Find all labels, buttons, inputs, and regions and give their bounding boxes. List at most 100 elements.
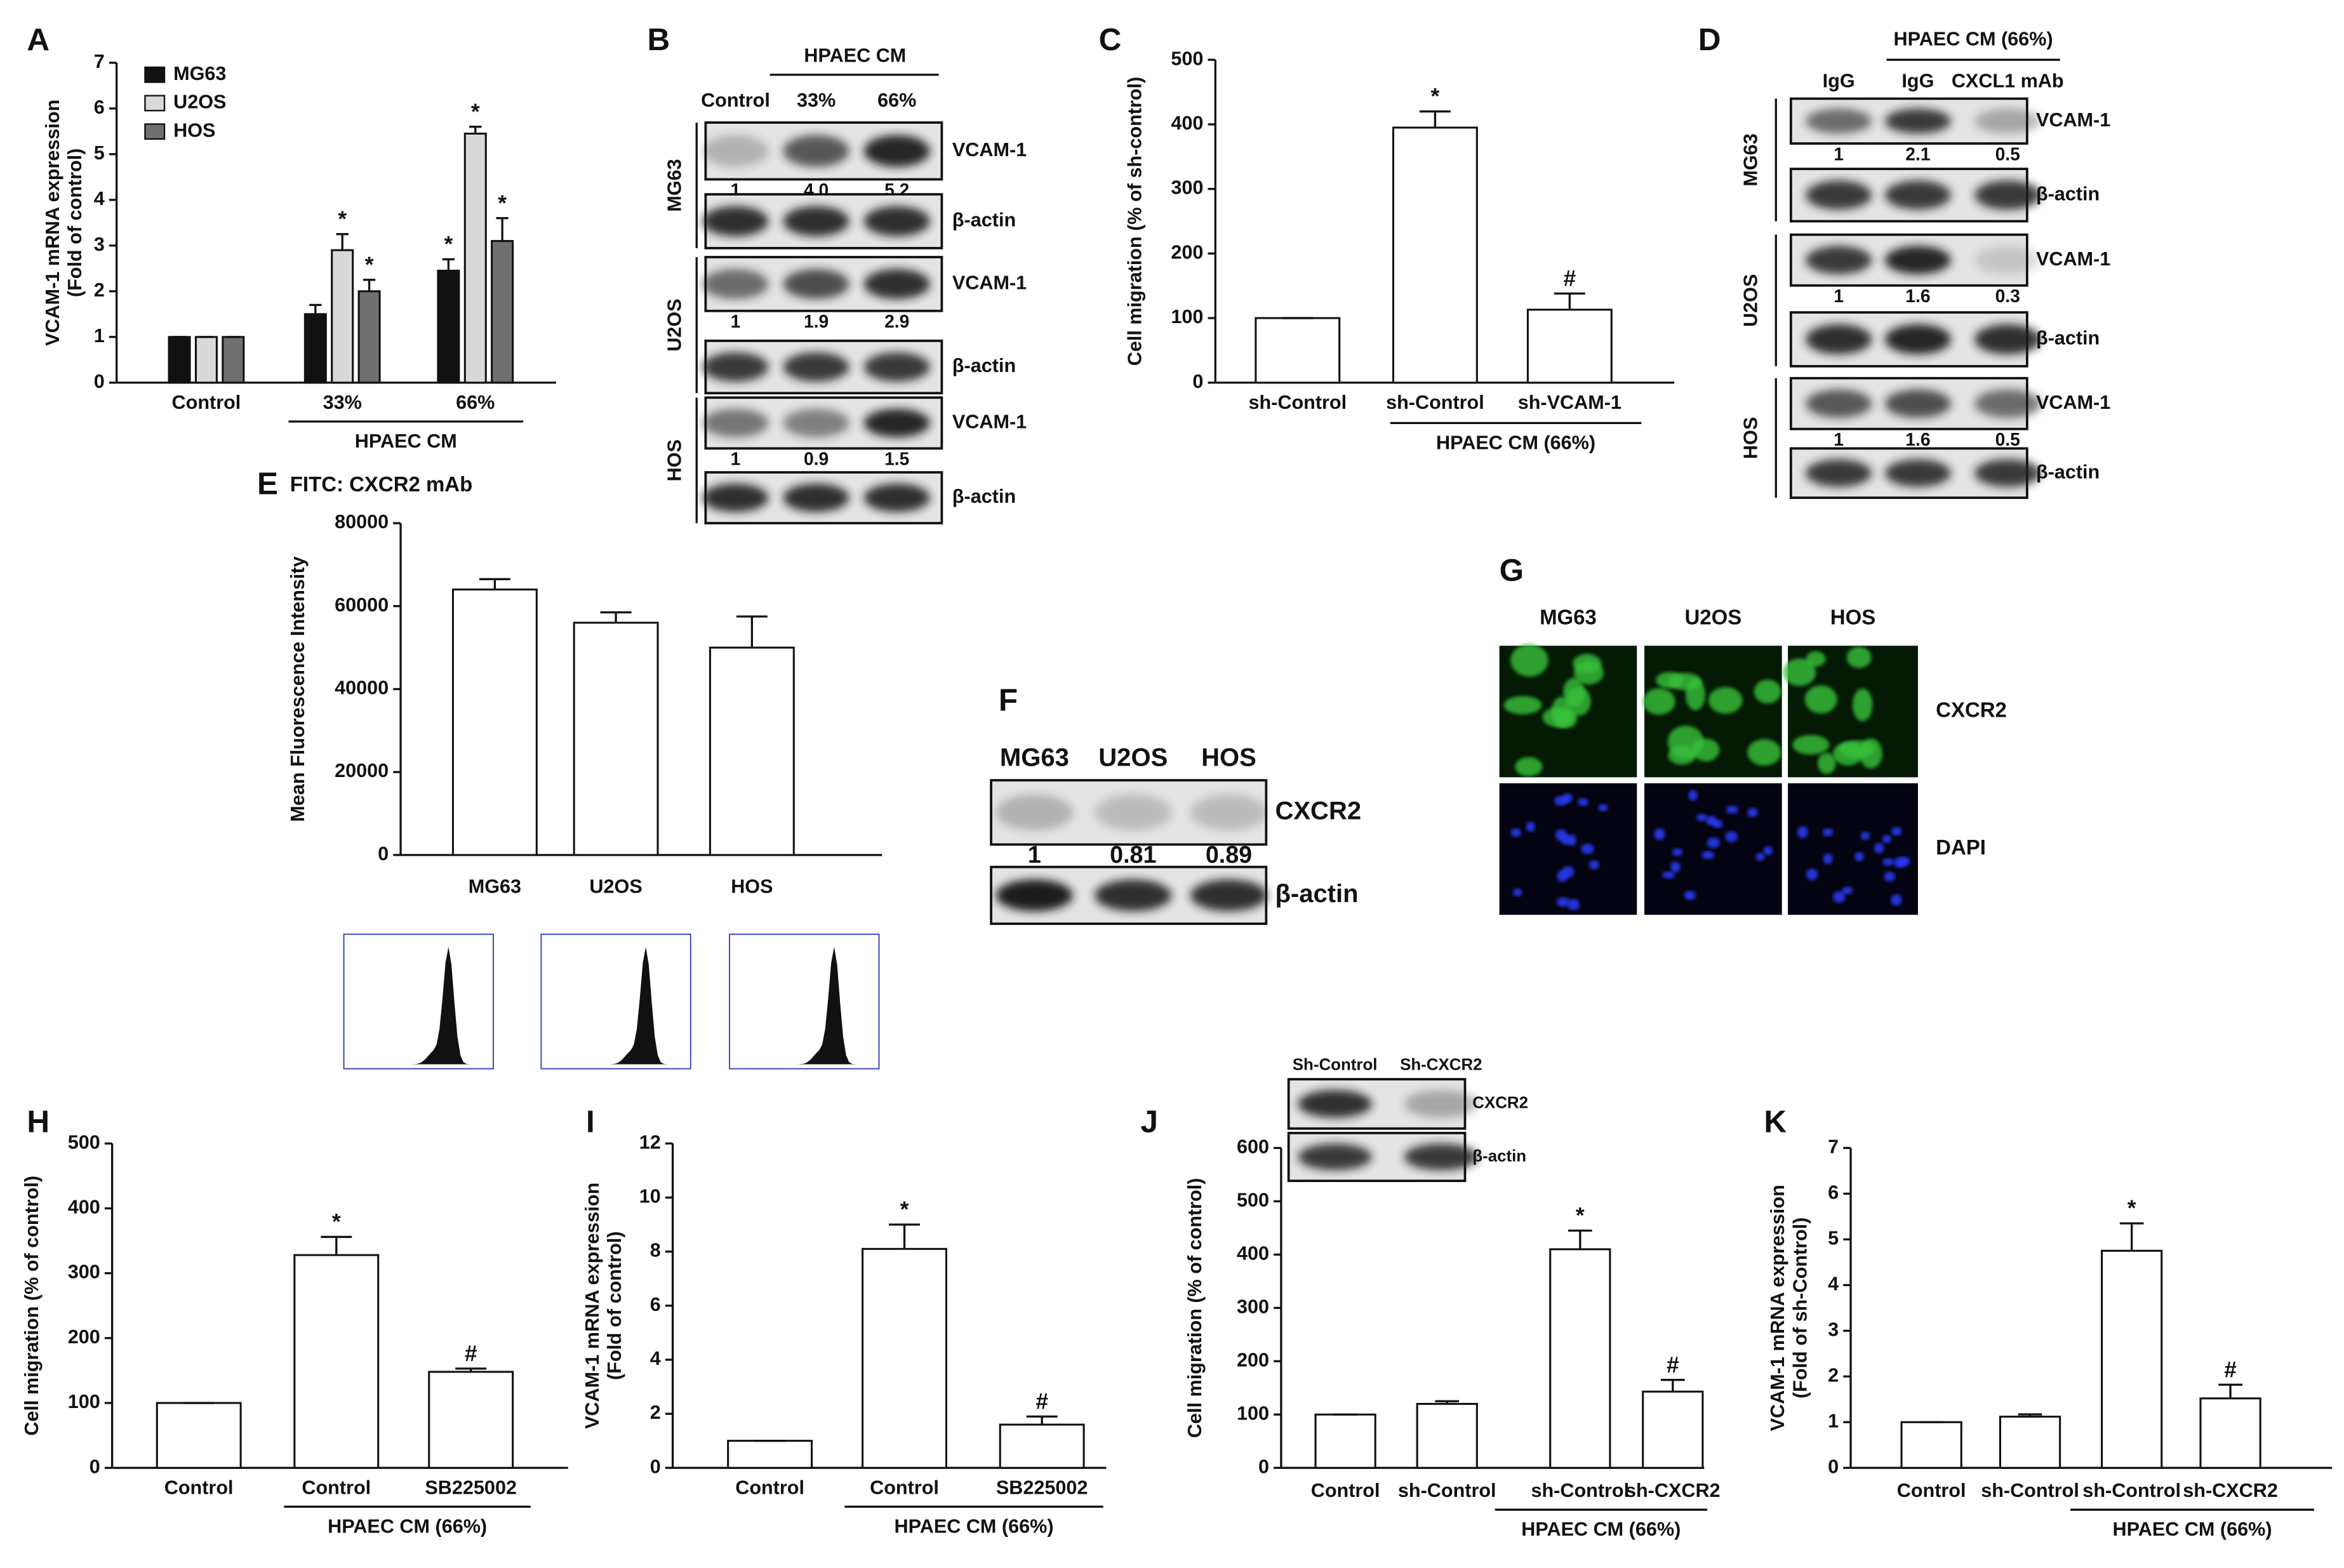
- y-tick-label: 60000: [335, 594, 389, 616]
- x-tick-label: Control: [870, 1477, 939, 1498]
- blot-band: [702, 206, 769, 237]
- blot-band: [1190, 879, 1268, 912]
- significance-marker: *: [1576, 1204, 1585, 1228]
- nucleus: [1882, 835, 1892, 844]
- blot-band: [1884, 180, 1952, 210]
- nucleus: [1822, 828, 1834, 837]
- band-label: β-actin: [952, 355, 1016, 376]
- nucleus: [1891, 894, 1902, 906]
- panel-letter: H: [27, 1105, 50, 1139]
- nucleus: [1696, 813, 1707, 821]
- nucleus: [1684, 891, 1696, 900]
- bar: [1392, 126, 1478, 384]
- significance-marker: *: [365, 253, 374, 277]
- y-axis-label: Cell migration (% of sh-control): [1124, 77, 1146, 366]
- blot-band: [1806, 389, 1872, 418]
- nucleus: [1712, 820, 1723, 828]
- y-tick-label: 500: [1171, 48, 1203, 69]
- blot-band: [702, 352, 769, 382]
- y-tick-label: 0: [378, 843, 389, 865]
- band-quant: 0.9: [804, 449, 829, 469]
- x-tick-label: MG63: [469, 876, 521, 898]
- bar: [1900, 1421, 1962, 1469]
- bar: [463, 132, 487, 384]
- x-tick-label: sh-Control: [1386, 392, 1484, 413]
- y-tick-label: 300: [68, 1261, 100, 1283]
- legend-swatch: [144, 66, 166, 83]
- y-tick-label: 1: [94, 325, 105, 347]
- y-tick-label: 2: [650, 1402, 661, 1423]
- x-tick-label: Control: [302, 1477, 371, 1498]
- y-tick-label: 200: [68, 1326, 100, 1348]
- y-tick-label: 0: [94, 371, 105, 392]
- blot-band: [1404, 1090, 1479, 1118]
- column-label: U2OS: [1684, 606, 1741, 629]
- chart-title: FITC: CXCR2 mAb: [290, 472, 472, 496]
- group-label: HPAEC CM (66%): [328, 1516, 487, 1538]
- blot-band: [702, 483, 769, 512]
- nucleus: [1806, 868, 1818, 880]
- y-axis-label: VCAM-1 mRNA expression: [1767, 1185, 1788, 1431]
- bar: [1642, 1390, 1704, 1469]
- group-label: HPAEC CM (66%): [895, 1516, 1054, 1538]
- y-tick-label: 0: [90, 1456, 100, 1477]
- y-axis-label: (Fold of control): [64, 149, 86, 298]
- bar: [357, 290, 381, 384]
- flow-histogram: [732, 947, 876, 1065]
- group-label: HPAEC CM: [355, 430, 457, 452]
- y-tick-label: 200: [1171, 241, 1203, 263]
- significance-marker: #: [1667, 1353, 1679, 1378]
- nucleus: [1860, 832, 1870, 840]
- blot-band: [783, 206, 849, 237]
- y-tick-label: 6: [650, 1294, 661, 1315]
- band-quant: 0.81: [1110, 841, 1156, 868]
- x-tick-label: Control: [1897, 1480, 1966, 1501]
- nucleus: [1561, 866, 1575, 878]
- legend-label: MG63: [173, 63, 226, 84]
- panel-letter: I: [586, 1105, 595, 1139]
- band-label: β-actin: [2036, 183, 2100, 204]
- band-label: VCAM-1: [2036, 248, 2110, 270]
- band-label: β-actin: [2036, 461, 2100, 482]
- significance-marker: #: [465, 1341, 477, 1366]
- nucleus: [1662, 871, 1675, 879]
- bar: [999, 1423, 1085, 1469]
- nucleus: [1874, 842, 1884, 854]
- bar: [428, 1371, 514, 1469]
- blot-header: HPAEC CM: [804, 45, 906, 67]
- nucleus: [1854, 852, 1864, 861]
- significance-marker: *: [338, 207, 347, 232]
- cell: [1503, 696, 1542, 715]
- band-label: β-actin: [952, 486, 1016, 507]
- y-tick-label: 100: [1171, 306, 1203, 328]
- panel-letter: D: [1698, 22, 1721, 57]
- legend-label: U2OS: [173, 91, 226, 113]
- significance-marker: *: [900, 1197, 909, 1222]
- nucleus: [1598, 804, 1608, 812]
- significance-marker: *: [1431, 84, 1440, 109]
- blot-band: [1298, 1143, 1372, 1171]
- y-tick-label: 100: [1237, 1402, 1269, 1424]
- flow-histogram-frame: [540, 933, 691, 1070]
- bar: [1416, 1402, 1478, 1469]
- panel-letter: A: [27, 22, 50, 57]
- blot-band: [1095, 879, 1172, 912]
- blot-band: [863, 135, 930, 167]
- nucleus: [1763, 846, 1773, 856]
- blot-band: [1884, 108, 1952, 134]
- band-quant: 1: [1834, 286, 1844, 306]
- bar: [573, 621, 659, 856]
- panel-letter: B: [648, 22, 670, 57]
- column-label: IgG: [1901, 70, 1934, 92]
- y-tick-label: 7: [1828, 1136, 1839, 1157]
- bar: [2101, 1249, 2163, 1469]
- column-label: 33%: [797, 90, 836, 111]
- bar: [1255, 317, 1341, 384]
- y-tick-label: 0: [1192, 371, 1203, 392]
- flow-histogram-frame: [729, 933, 880, 1070]
- blot-band: [1404, 1143, 1479, 1171]
- blot-band: [1190, 794, 1268, 831]
- band-quant: 1.6: [1905, 429, 1930, 449]
- band-quant: 0.89: [1206, 841, 1252, 868]
- flow-histogram: [544, 947, 688, 1065]
